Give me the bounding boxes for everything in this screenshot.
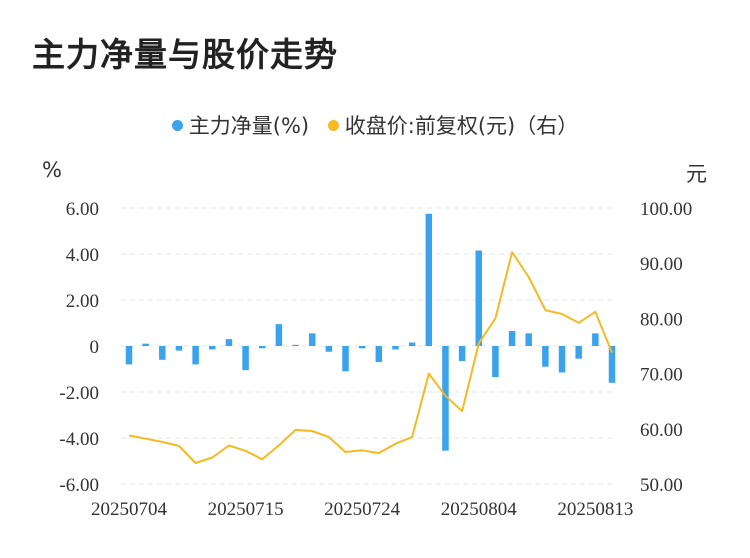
x-tick-label: 20250704 — [91, 499, 168, 520]
x-tick-label: 20250724 — [324, 499, 401, 520]
grid-lines — [121, 207, 616, 485]
bar[interactable] — [592, 333, 599, 346]
bar[interactable] — [442, 346, 449, 451]
right-tick-label: 100.00 — [640, 199, 692, 220]
right-tick-label: 80.00 — [640, 309, 683, 330]
bar[interactable] — [325, 346, 333, 352]
left-axis-unit: % — [42, 158, 62, 182]
right-tick-label: 60.00 — [640, 420, 683, 441]
bar[interactable] — [558, 346, 566, 373]
bar[interactable] — [358, 346, 366, 349]
price-line[interactable] — [128, 251, 613, 464]
bar[interactable] — [225, 339, 233, 346]
bar[interactable] — [475, 250, 483, 346]
legend-dot-blue-icon — [171, 119, 183, 131]
bar[interactable] — [242, 346, 249, 371]
bar[interactable] — [142, 343, 149, 346]
left-tick-label: 0 — [90, 337, 100, 358]
legend-item-net-volume[interactable]: 主力净量(%) — [171, 110, 310, 140]
left-tick-label: 4.00 — [66, 245, 99, 266]
left-axis-ticks: 6.00 4.00 2.00 0 -2.00 -4.00 -6.00 — [59, 199, 99, 496]
chart-title: 主力净量与股价走势 — [32, 35, 338, 74]
bar[interactable] — [525, 333, 532, 346]
bar[interactable] — [542, 346, 549, 367]
bar[interactable] — [425, 213, 433, 346]
bar[interactable] — [492, 346, 499, 378]
right-axis-unit: 元 — [686, 162, 707, 186]
right-axis-ticks: 100.00 90.00 80.00 70.00 60.00 50.00 — [640, 199, 692, 496]
line-series — [128, 251, 613, 464]
bar[interactable] — [175, 346, 183, 351]
bar[interactable] — [575, 346, 582, 359]
bar[interactable] — [125, 346, 133, 365]
bar[interactable] — [192, 346, 199, 365]
legend-label-close-price: 收盘价:前复权(元)（右） — [344, 114, 579, 138]
bar[interactable] — [608, 346, 616, 383]
bar[interactable] — [209, 346, 216, 350]
legend-label-net-volume: 主力净量(%) — [188, 114, 310, 138]
left-tick-label: -2.00 — [59, 383, 99, 404]
bar[interactable] — [258, 346, 266, 349]
bar[interactable] — [308, 333, 316, 346]
bar[interactable] — [375, 346, 383, 363]
bar[interactable] — [392, 346, 399, 350]
bar[interactable] — [458, 346, 466, 361]
left-tick-label: -4.00 — [59, 429, 99, 450]
bar[interactable] — [408, 342, 416, 346]
right-tick-label: 90.00 — [640, 254, 683, 275]
legend-dot-yellow-icon — [327, 119, 339, 131]
x-axis-ticks: 20250704 20250715 20250724 20250804 20250813 — [91, 499, 633, 520]
left-tick-label: 6.00 — [66, 199, 99, 220]
right-tick-label: 50.00 — [640, 475, 683, 496]
x-tick-label: 20250715 — [208, 499, 284, 520]
legend: 主力净量(%) 收盘价:前复权(元)（右） — [0, 110, 750, 140]
bar[interactable] — [275, 324, 283, 346]
left-tick-label: 2.00 — [66, 291, 99, 312]
bar[interactable] — [342, 346, 349, 372]
bar[interactable] — [292, 344, 299, 346]
left-tick-label: -6.00 — [59, 475, 99, 496]
bar[interactable] — [159, 346, 166, 360]
x-tick-label: 20250813 — [557, 499, 633, 520]
x-tick-label: 20250804 — [441, 499, 518, 520]
right-tick-label: 70.00 — [640, 365, 683, 386]
legend-item-close-price[interactable]: 收盘价:前复权(元)（右） — [327, 110, 579, 140]
bar[interactable] — [508, 331, 516, 346]
bar-series — [125, 213, 616, 451]
